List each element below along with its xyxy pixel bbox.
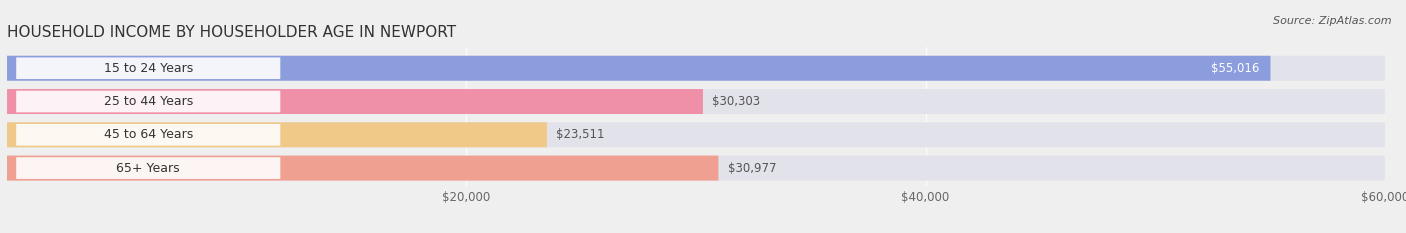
FancyBboxPatch shape (7, 122, 1385, 147)
FancyBboxPatch shape (7, 156, 1385, 181)
Text: 25 to 44 Years: 25 to 44 Years (104, 95, 193, 108)
FancyBboxPatch shape (7, 89, 703, 114)
FancyBboxPatch shape (7, 122, 547, 147)
FancyBboxPatch shape (17, 157, 280, 179)
Text: $30,977: $30,977 (727, 162, 776, 175)
FancyBboxPatch shape (7, 89, 1385, 114)
Text: 45 to 64 Years: 45 to 64 Years (104, 128, 193, 141)
FancyBboxPatch shape (7, 56, 1271, 81)
FancyBboxPatch shape (17, 91, 280, 112)
Text: HOUSEHOLD INCOME BY HOUSEHOLDER AGE IN NEWPORT: HOUSEHOLD INCOME BY HOUSEHOLDER AGE IN N… (7, 25, 456, 40)
FancyBboxPatch shape (7, 56, 1385, 81)
Text: $30,303: $30,303 (711, 95, 761, 108)
Text: 65+ Years: 65+ Years (117, 162, 180, 175)
Text: $23,511: $23,511 (557, 128, 605, 141)
FancyBboxPatch shape (7, 156, 718, 181)
Text: Source: ZipAtlas.com: Source: ZipAtlas.com (1274, 16, 1392, 26)
FancyBboxPatch shape (17, 124, 280, 146)
FancyBboxPatch shape (17, 57, 280, 79)
Text: $55,016: $55,016 (1211, 62, 1258, 75)
Text: 15 to 24 Years: 15 to 24 Years (104, 62, 193, 75)
